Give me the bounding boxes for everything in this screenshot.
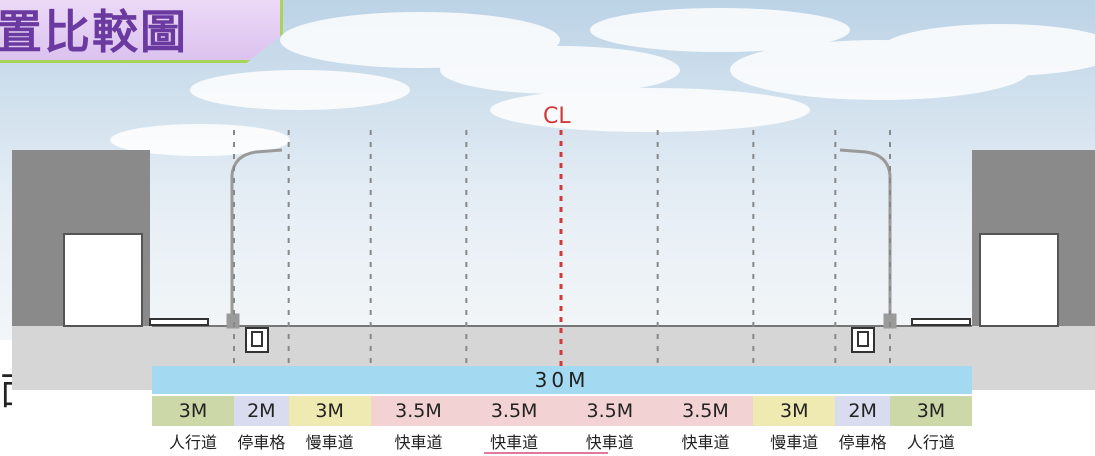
lane-width-9: 2M: [835, 396, 890, 426]
lane-width-3: 3M: [288, 396, 371, 426]
highlight-underline: [484, 452, 608, 454]
lane-name-2: 停車格: [237, 433, 286, 452]
lane-name-6: 快車道: [585, 433, 634, 452]
lane-width-5: 3.5M: [466, 396, 562, 426]
lane-name-5: 快車道: [490, 433, 539, 452]
drain-left: [245, 327, 269, 353]
title-banner: [0, 0, 283, 63]
lane-name-10: 人行道: [906, 433, 955, 452]
side-text: 面: [0, 360, 12, 415]
lane-name-row: 人行道 停車格 慢車道 快車道 快車道 快車道 快車道 慢車道 停車格 人行道: [152, 428, 972, 454]
lane-width-1: 3M: [152, 396, 234, 426]
clouds: [110, 8, 1095, 156]
lane-dividers: [233, 130, 891, 366]
drain-right: [851, 327, 875, 353]
lane-name-1: 人行道: [168, 433, 217, 452]
lane-width-6: 3.5M: [561, 396, 658, 426]
curb-left: [149, 318, 209, 326]
curb-right: [911, 318, 971, 326]
page-title: 置比較圖: [0, 5, 188, 59]
building-right: [972, 150, 1095, 327]
lane-name-9: 停車格: [838, 433, 887, 452]
building-left: [12, 150, 150, 327]
lane-name-3: 慢車道: [305, 433, 354, 452]
centerline-label: CL: [543, 104, 571, 129]
lane-name-4: 快車道: [394, 433, 443, 452]
lane-width-row: 3M 2M 3M 3.5M 3.5M 3.5M 3.5M 3M 2M 3M: [152, 396, 972, 426]
total-width-label: 30M: [534, 368, 590, 392]
lane-width-7: 3.5M: [657, 396, 754, 426]
lane-width-10: 3M: [889, 396, 972, 426]
lane-width-8: 3M: [753, 396, 836, 426]
lane-width-4: 3.5M: [370, 396, 467, 426]
lane-name-8: 慢車道: [770, 433, 819, 452]
total-width-bar: 30M: [152, 366, 972, 394]
lane-name-7: 快車道: [681, 433, 730, 452]
lane-width-2: 2M: [234, 396, 289, 426]
